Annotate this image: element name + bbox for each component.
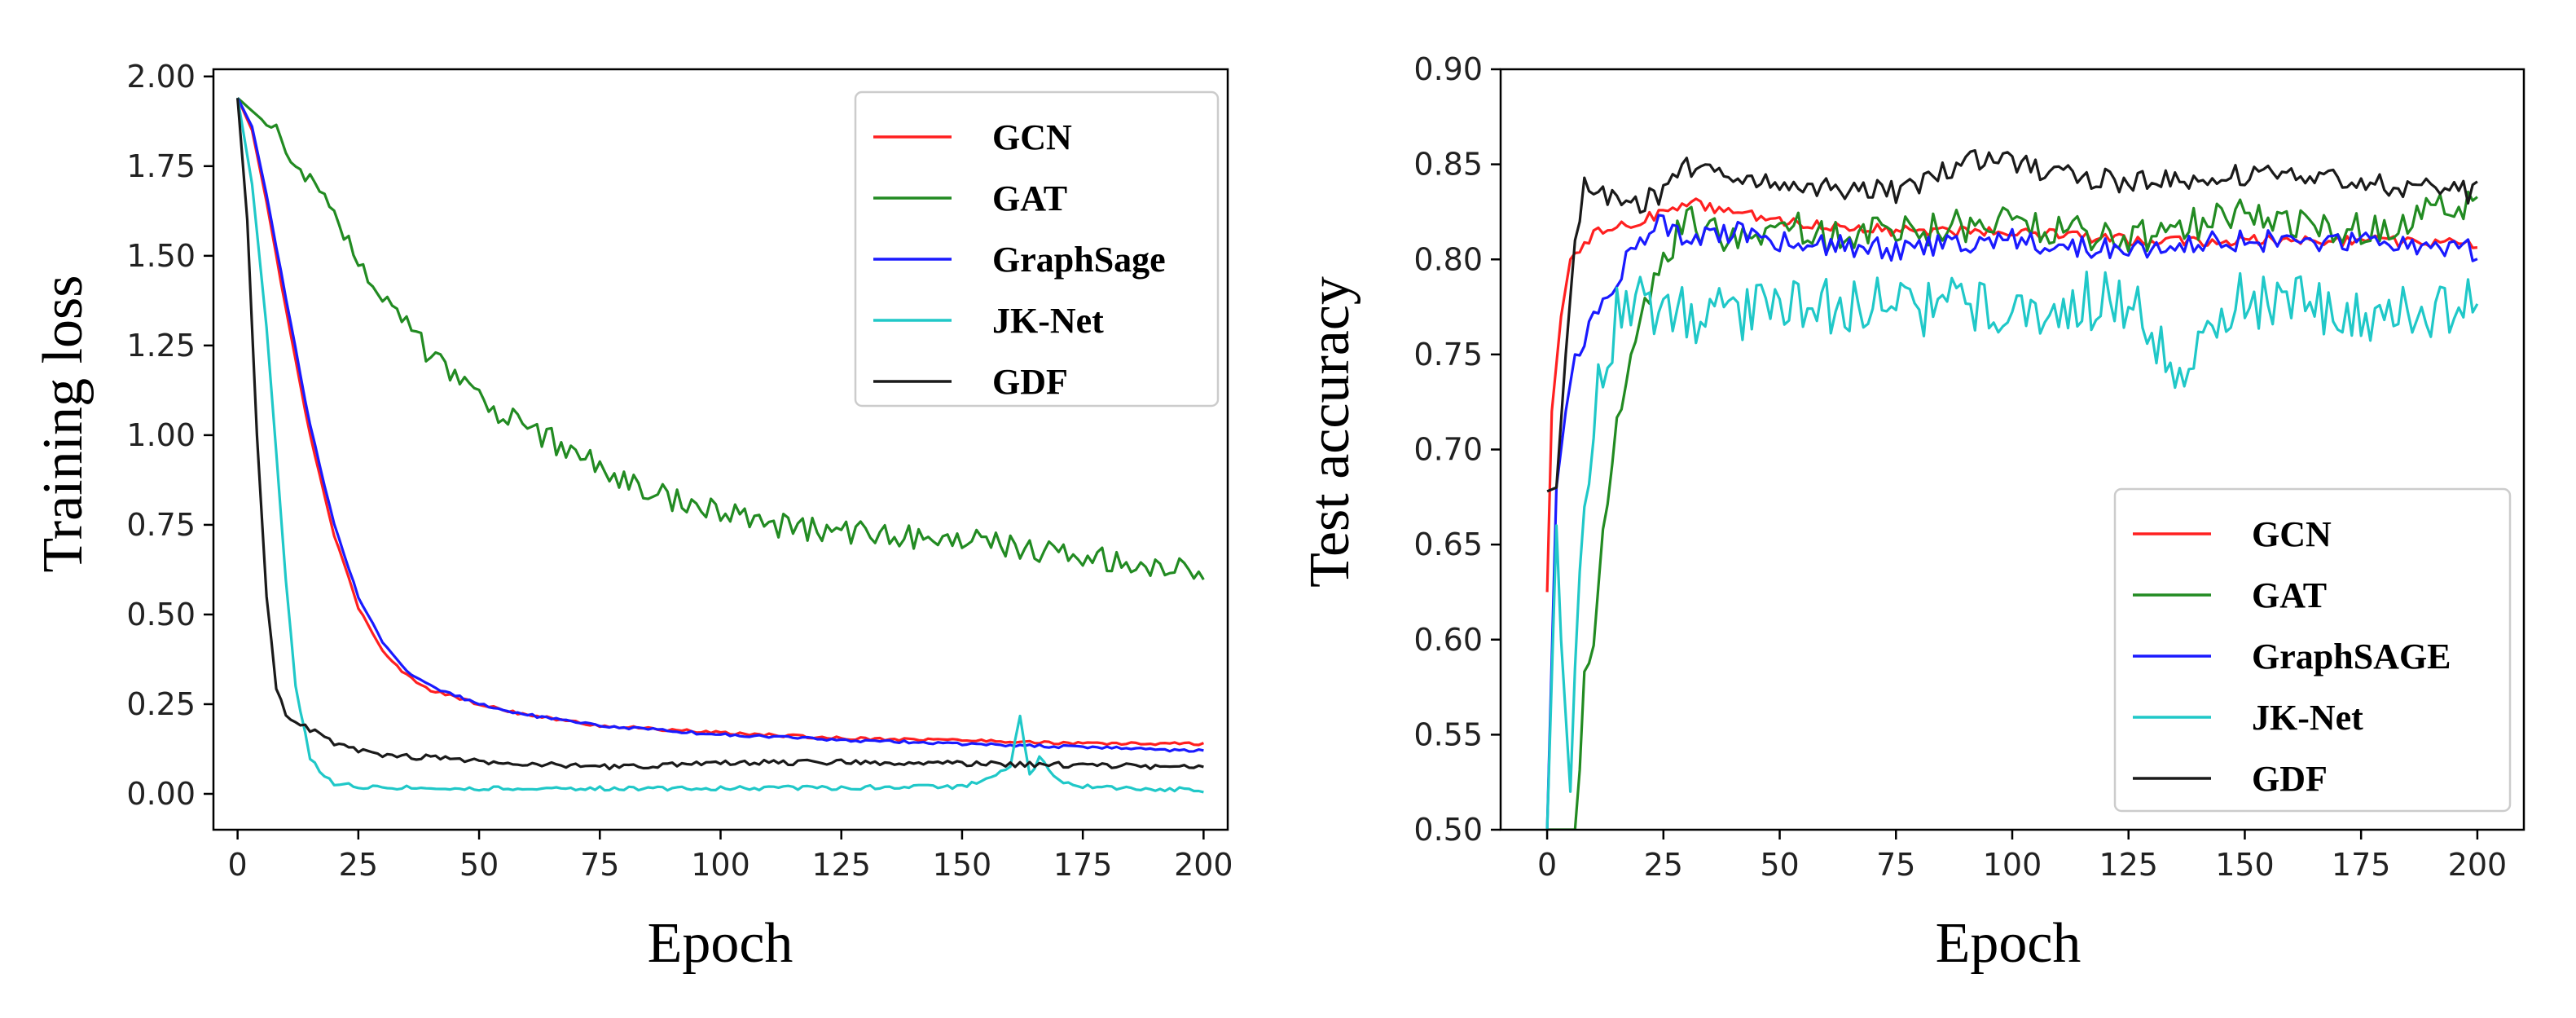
x-tick-label: 25 bbox=[339, 847, 378, 883]
legend-label-graphsage: GraphSAGE bbox=[2252, 637, 2451, 676]
y-tick-label: 0.75 bbox=[126, 507, 196, 543]
series-line-jk-net bbox=[236, 97, 1204, 794]
legend-label-gcn: GCN bbox=[992, 117, 1072, 157]
x-tick-label: 75 bbox=[580, 847, 619, 883]
series-line-gdf bbox=[1546, 149, 2478, 493]
series-group bbox=[1545, 149, 2479, 830]
x-tick-label: 125 bbox=[811, 847, 871, 883]
y-tick-label: 0.75 bbox=[1413, 337, 1483, 372]
x-tick-label: 100 bbox=[691, 847, 750, 883]
y-tick-label: 0.90 bbox=[1413, 51, 1483, 87]
x-tick-label: 50 bbox=[459, 847, 499, 883]
x-tick-label: 75 bbox=[1876, 847, 1915, 883]
series-line-gcn bbox=[236, 97, 1204, 747]
y-tick-label: 0.60 bbox=[1413, 622, 1483, 658]
y-tick-label: 0.55 bbox=[1413, 716, 1483, 752]
legend-label-jk-net: JK-Net bbox=[992, 301, 1104, 341]
training-loss-chart: Training loss Epoch 0 25 50 75 100 125 150 175 2… bbox=[32, 59, 1233, 975]
y-tick-label: 0.80 bbox=[1413, 241, 1483, 277]
x-tick-label: 0 bbox=[228, 847, 248, 883]
x-tick-label: 200 bbox=[2448, 847, 2508, 883]
legend: GCN GAT GraphSAGE JK-Net GDF bbox=[2113, 487, 2512, 813]
y-tick-label: 1.50 bbox=[126, 238, 196, 274]
y-tick-label: 0.70 bbox=[1413, 432, 1483, 468]
right-x-axis-label: Epoch bbox=[1936, 912, 2081, 975]
test-accuracy-chart: Test accuracy Epoch 0 25 50 75 100 125 150 175 2… bbox=[1299, 51, 2525, 975]
x-tick-label: 100 bbox=[1983, 847, 2042, 883]
y-tick-label: 0.50 bbox=[1413, 812, 1483, 848]
series-line-jk-net bbox=[1545, 271, 2479, 830]
legend: GCN GAT GraphSage JK-Net GDF bbox=[854, 90, 1220, 408]
legend-label-gdf: GDF bbox=[2252, 759, 2328, 799]
legend-label-jk-net: JK-Net bbox=[2252, 698, 2363, 738]
left-y-axis-label: Training loss bbox=[32, 275, 95, 572]
x-tick-label: 0 bbox=[1537, 847, 1557, 883]
y-tick-label: 1.00 bbox=[126, 417, 196, 453]
series-group bbox=[236, 97, 1205, 794]
x-tick-label: 175 bbox=[1053, 847, 1113, 883]
y-tick-label: 0.00 bbox=[126, 776, 196, 812]
y-tick-label: 1.75 bbox=[126, 148, 196, 184]
legend-box bbox=[2113, 487, 2512, 813]
x-tick-label: 150 bbox=[2215, 847, 2275, 883]
y-tick-label: 0.50 bbox=[126, 597, 196, 632]
y-tick-label: 0.65 bbox=[1413, 527, 1483, 562]
series-line-gat bbox=[236, 97, 1205, 580]
legend-box bbox=[854, 90, 1220, 408]
y-tick-label: 1.25 bbox=[126, 328, 196, 364]
left-x-axis-label: Epoch bbox=[648, 912, 793, 975]
y-tick-label: 2.00 bbox=[126, 59, 196, 95]
series-line-graphsage bbox=[1545, 214, 2478, 830]
x-tick-label: 50 bbox=[1760, 847, 1799, 883]
legend-label-graphsage: GraphSage bbox=[992, 240, 1166, 280]
y-tick-label: 0.85 bbox=[1413, 147, 1483, 183]
x-tick-label: 25 bbox=[1644, 847, 1683, 883]
right-y-axis-label: Test accuracy bbox=[1299, 276, 1361, 588]
x-tick-label: 200 bbox=[1174, 847, 1233, 883]
series-line-gdf bbox=[236, 98, 1204, 771]
x-tick-label: 175 bbox=[2332, 847, 2391, 883]
x-tick-label: 150 bbox=[933, 847, 992, 883]
y-tick-label: 0.25 bbox=[126, 686, 196, 722]
legend-label-gat: GAT bbox=[992, 178, 1067, 218]
legend-label-gdf: GDF bbox=[992, 362, 1068, 402]
legend-label-gat: GAT bbox=[2252, 575, 2327, 615]
x-tick-label: 125 bbox=[2099, 847, 2158, 883]
legend-label-gcn: GCN bbox=[2252, 514, 2332, 554]
series-line-graphsage bbox=[236, 97, 1204, 753]
